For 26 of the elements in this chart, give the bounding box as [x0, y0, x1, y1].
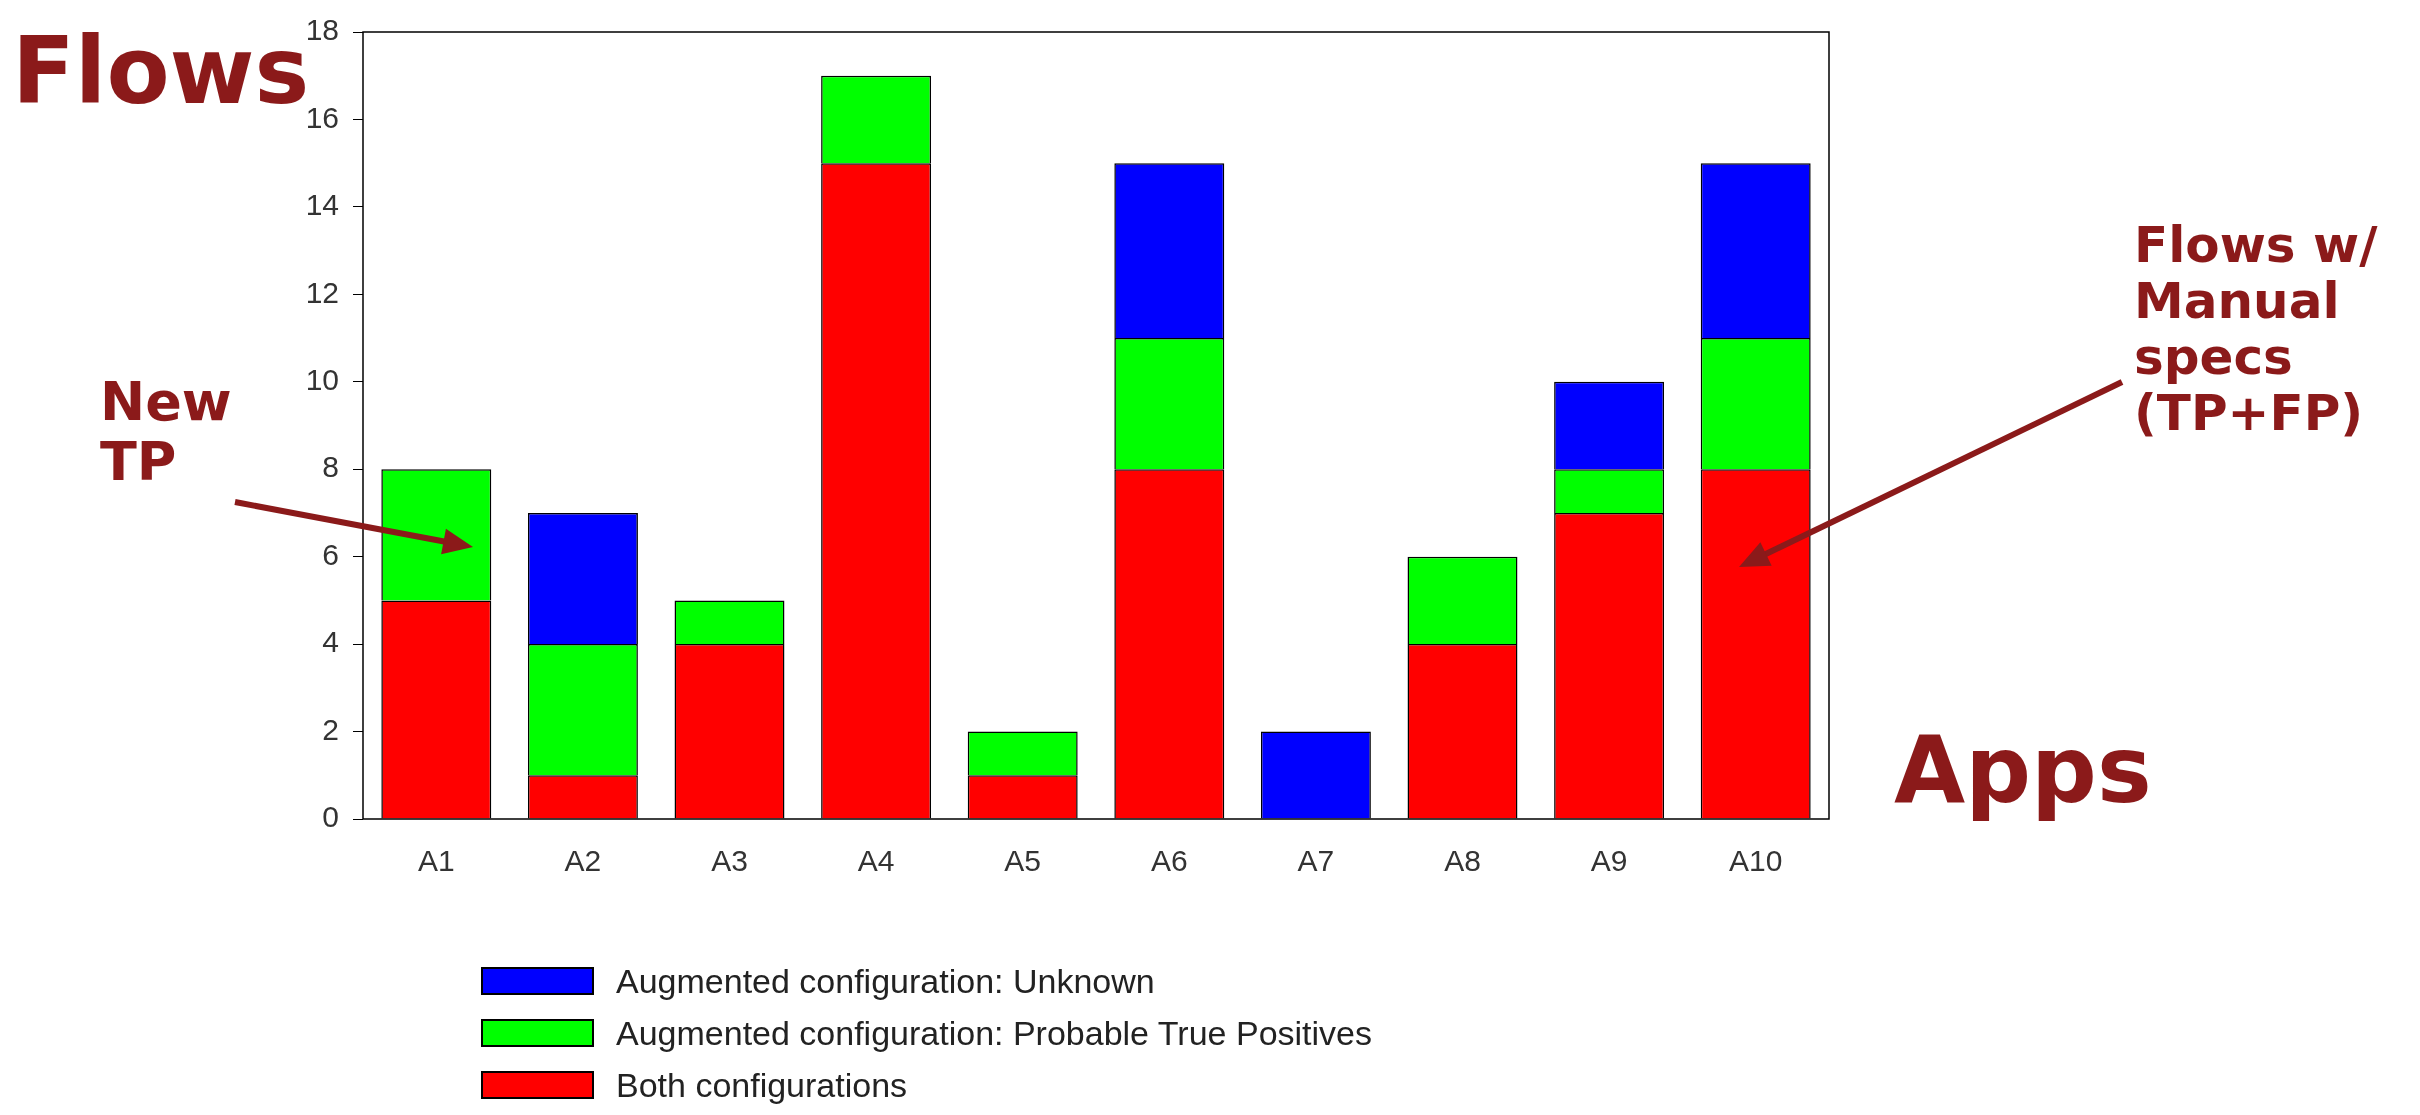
y-tick-label: 0 [322, 800, 339, 834]
y-tick-label: 16 [305, 100, 339, 134]
y-tick-label: 10 [305, 363, 339, 397]
x-tick-label: A2 [564, 844, 602, 878]
legend-label: Augmented configuration: Probable True Positives [616, 1013, 1373, 1053]
x-tick-label: A1 [417, 844, 455, 878]
y-tick-label: 18 [305, 13, 339, 47]
legend-label: Both configurations [616, 1065, 908, 1105]
x-tick-label: A5 [1004, 844, 1042, 878]
x-tick-label: A3 [711, 844, 748, 878]
x-tick-label: A7 [1297, 844, 1335, 878]
y-tick-label: 14 [305, 188, 339, 222]
x-tick-label: A8 [1444, 844, 1481, 878]
y-tick-label: 8 [322, 450, 339, 484]
text: New TP [100, 370, 233, 494]
x-axis-title: Apps [1894, 717, 2152, 824]
x-tick-label: A10 [1729, 844, 1783, 878]
y-tick-label: 2 [322, 712, 339, 746]
y-tick-label: 12 [305, 275, 339, 309]
x-tick-label: A6 [1150, 844, 1188, 878]
x-tick-label: A9 [1590, 844, 1628, 878]
x-tick-label: A4 [857, 844, 895, 878]
y-tick-label: 4 [322, 625, 339, 659]
text: Flows w/ Manual specs (TP+FP) [2134, 216, 2379, 442]
legend-label: Augmented configuration: Unknown [616, 961, 1155, 1001]
y-tick-label: 6 [322, 537, 339, 571]
